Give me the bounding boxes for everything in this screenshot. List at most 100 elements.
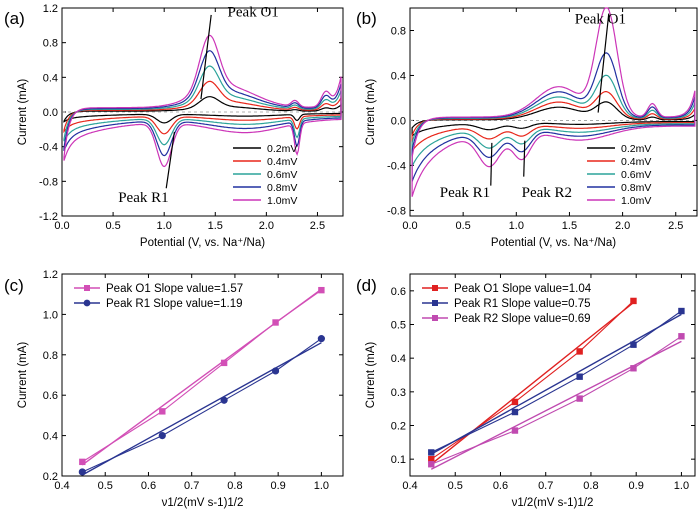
anodic-peak-trend-line <box>200 14 212 100</box>
legend-entry: 1.0mV <box>267 195 297 207</box>
panel-c: 0.4 0.5 0.6 0.7 0.8 0.9 1.00.20.40.60.81.01.2(… <box>4 269 344 509</box>
x-tick-label: 0.8 <box>583 480 598 492</box>
y-tick-label: 0.4 <box>43 72 58 84</box>
r2-peak-trend-line <box>523 140 526 177</box>
data-point <box>271 367 280 375</box>
y-tick-label: 1.0 <box>43 309 58 321</box>
x-tick-label: 1.5 <box>562 220 577 232</box>
legend-swatch-marker <box>83 299 91 307</box>
x-tick-label: 0.8 <box>227 480 242 492</box>
anodic-peak-trend-line <box>597 13 610 113</box>
panel-d: 0.4 0.5 0.6 0.7 0.8 0.9 1.0 0.1 0.2 0.3 0.4 0.5 0.6 (… <box>356 273 696 509</box>
y-tick-label: 1.2 <box>43 269 58 281</box>
y-tick-label: 0.4 <box>391 353 406 365</box>
y-tick-label: 0.2 <box>391 421 406 433</box>
x-tick-label: 0.7 <box>184 480 199 492</box>
y-tick-label: 0.4 <box>391 70 406 82</box>
x-tick-label: 0.4 <box>54 480 69 492</box>
x-axis-label: Potential (V, vs. Na⁺/Na) <box>491 237 616 249</box>
panel-label: (b) <box>356 9 377 28</box>
data-point <box>576 395 583 402</box>
data-point <box>220 396 228 404</box>
legend-entry: Peak R1 Slope value=1.19 <box>106 298 243 310</box>
y-tick-label: -0.4 <box>387 160 406 172</box>
legend-entry: 0.8mV <box>267 182 297 194</box>
y-tick-label: 0.0 <box>391 115 406 127</box>
r1-peak-trend-line <box>490 142 493 186</box>
panel-label: (a) <box>4 9 25 28</box>
data-point <box>220 359 228 367</box>
data-point <box>511 427 519 434</box>
legend-entry: 0.6mV <box>621 169 651 181</box>
peak-annotation: Peak R1 <box>118 190 168 206</box>
y-tick-label: 0.1 <box>391 454 406 466</box>
legend-entry: Peak R2 Slope value=0.69 <box>454 313 591 325</box>
x-tick-label: 2.5 <box>668 220 683 232</box>
y-tick-label: 0.8 <box>391 25 406 37</box>
plot-frame <box>61 273 344 477</box>
x-tick-label: 0.6 <box>141 480 156 492</box>
legend-swatch-marker <box>84 285 90 291</box>
panel-a: 0.0 0.5 1.0 1.5 2.0 2.5 -1.2 -0.8 -0.4 0.0 0.4 0.8 1… <box>4 3 344 249</box>
data-point <box>158 432 166 440</box>
legend-entry: 0.4mV <box>621 156 651 168</box>
data-point <box>678 307 685 315</box>
data-point <box>79 458 86 466</box>
data-point <box>428 455 435 463</box>
x-axis-label: ν1/2(mV s-1)1/2 <box>512 497 594 509</box>
fit-line-0 <box>430 302 634 465</box>
data-line-2 <box>431 335 682 465</box>
x-tick-label: 0.0 <box>402 220 417 232</box>
cv-series-1.0mV <box>63 34 342 168</box>
y-tick-label: 1.2 <box>43 3 58 15</box>
x-tick-label: 2.0 <box>615 220 630 232</box>
data-point <box>576 373 583 380</box>
peak-annotation: Peak R1 <box>440 185 490 201</box>
y-tick-label: -1.2 <box>39 211 58 223</box>
x-tick-label: 0.0 <box>54 220 69 232</box>
data-line-1 <box>82 338 322 473</box>
peak-annotation: Peak O1 <box>575 12 626 28</box>
x-tick-label: 0.5 <box>455 220 470 232</box>
legend-entry: 0.4mV <box>267 156 297 168</box>
x-tick-label: 0.7 <box>538 480 553 492</box>
x-tick-label: 0.4 <box>402 480 417 492</box>
panel-label: (d) <box>356 276 377 295</box>
x-tick-label: 0.6 <box>493 480 508 492</box>
data-point <box>318 286 325 294</box>
data-point <box>630 341 637 348</box>
legend-entry: Peak R1 Slope value=0.75 <box>454 298 591 310</box>
y-axis-label: Current (mA) <box>17 342 29 409</box>
cathodic-peak-trend-line <box>165 131 175 189</box>
data-point <box>576 348 583 355</box>
y-tick-label: 0.5 <box>391 320 406 332</box>
x-tick-label: 1.0 <box>157 220 172 232</box>
data-line-0 <box>82 289 322 463</box>
x-tick-label: 0.5 <box>98 480 113 492</box>
y-axis-label: Current (mA) <box>365 342 377 409</box>
y-tick-label: -0.8 <box>39 176 58 188</box>
x-tick-label: 2.5 <box>310 220 325 232</box>
y-tick-label: -0.8 <box>387 205 406 217</box>
legend-entry: 0.8mV <box>621 182 651 194</box>
legend-entry: 1.0mV <box>621 195 651 207</box>
data-point <box>78 468 86 476</box>
plot-frame <box>409 7 698 217</box>
data-line-1 <box>431 310 682 453</box>
y-tick-label: 0.8 <box>43 38 58 50</box>
legend-entry: 0.2mV <box>267 143 297 155</box>
x-tick-label: 0.5 <box>448 480 463 492</box>
data-point <box>511 398 519 406</box>
y-tick-label: 0.8 <box>43 350 58 362</box>
panel-label: (c) <box>4 276 24 295</box>
fit-line-2 <box>430 340 682 470</box>
data-point <box>630 365 637 372</box>
y-tick-label: 0.6 <box>43 390 58 402</box>
x-tick-label: 0.5 <box>105 220 120 232</box>
x-tick-label: 0.9 <box>271 480 286 492</box>
y-axis-label: Current (mA) <box>365 79 377 146</box>
x-tick-label: 1.5 <box>208 220 223 232</box>
data-point <box>630 297 637 305</box>
x-tick-label: 1.0 <box>314 480 329 492</box>
